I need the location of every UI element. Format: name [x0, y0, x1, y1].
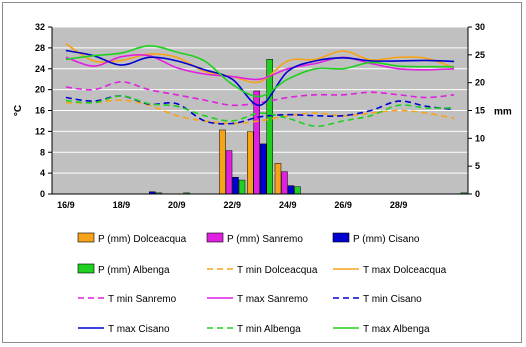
y-right-axis-title: mm: [494, 107, 512, 118]
line-t-max-sanremo: [65, 53, 455, 81]
line-t-min-dolceacqua: [65, 99, 455, 125]
bar-p-mm-cisano: [287, 185, 295, 195]
y-right-tick-label: 0: [475, 189, 480, 199]
legend-label-p-mm-albenga: P (mm) Albenga: [98, 265, 170, 276]
legend-label-t-min-dolceacqua: T min Dolceacqua: [237, 265, 318, 276]
line-t-min-sanremo: [65, 80, 455, 107]
line-t-max-albenga: [65, 44, 455, 98]
y-left-tick-label: 4: [40, 168, 45, 178]
bar-p-mm-sanremo: [225, 150, 233, 195]
legend-swatch-p-mm-albenga: [77, 263, 95, 274]
line-t-max-dolceacqua: [65, 43, 455, 84]
axes: 0 4 8 12 16 20 24 28 32 0 5 10 15 20 25 30 16/9 18/9 20/9 2…: [13, 22, 512, 210]
y-left-tick-label: 16: [35, 106, 45, 116]
legend-label-p-mm-cisano: P (mm) Cisano: [353, 234, 420, 245]
legend-label-t-min-cisano: T min Cisano: [363, 294, 422, 305]
legend-swatch-p-mm-sanremo: [206, 232, 224, 243]
line-t-max-cisano: [65, 49, 455, 107]
x-tick-label: 26/9: [334, 200, 352, 210]
legend-label-t-min-sanremo: T min Sanremo: [108, 294, 177, 305]
bar-p-mm-dolceacqua: [274, 163, 282, 195]
bar-p-mm-dolceacqua: [247, 131, 254, 195]
y-right-tick-label: 20: [475, 78, 485, 88]
legend-label-p-mm-sanremo: P (mm) Sanremo: [227, 234, 303, 245]
legend: P (mm) Dolceacqua P (mm) Sanremo P (mm) Ci…: [77, 232, 447, 335]
bar-p-mm-sanremo: [253, 90, 260, 195]
bar-p-mm-cisano: [260, 143, 267, 195]
y-left-tick-label: 8: [40, 147, 45, 157]
y-right-tick-label: 30: [475, 22, 485, 32]
y-left-axis-title: °C: [13, 105, 24, 116]
x-tick-label: 24/9: [279, 200, 297, 210]
x-tick-label: 22/9: [224, 200, 242, 210]
y-right-tick-label: 5: [475, 161, 480, 171]
legend-label-t-min-albenga: T min Albenga: [237, 324, 301, 335]
y-left-tick-label: 0: [40, 189, 45, 199]
legend-label-t-max-cisano: T max Cisano: [108, 324, 170, 335]
legend-label-t-max-dolceacqua: T max Dolceacqua: [363, 265, 447, 276]
y-left-tick-label: 28: [35, 43, 45, 53]
bar-p-mm-albenga: [238, 179, 246, 195]
x-tick-label: 18/9: [113, 200, 131, 210]
y-left-tick-label: 20: [35, 85, 45, 95]
bar-p-mm-albenga: [266, 59, 273, 195]
bar-p-mm-cisano: [232, 177, 239, 195]
bar-p-mm-sanremo: [281, 171, 288, 195]
x-tick-label: 28/9: [390, 200, 408, 210]
legend-label-t-max-albenga: T max Albenga: [363, 324, 430, 335]
y-left-tick-label: 32: [35, 22, 45, 32]
y-right-tick-label: 25: [475, 50, 485, 60]
x-tick-label: 20/9: [168, 200, 186, 210]
y-left-tick-label: 24: [35, 64, 45, 74]
legend-swatch-p-mm-cisano: [332, 232, 350, 243]
legend-swatch-p-mm-dolceacqua: [77, 232, 95, 243]
bar-p-mm-albenga: [294, 186, 301, 195]
legend-label-p-mm-dolceacqua: P (mm) Dolceacqua: [98, 234, 187, 245]
y-left-tick-label: 12: [35, 126, 45, 136]
bar-p-mm-dolceacqua: [219, 129, 226, 195]
line-t-min-albenga: [65, 95, 455, 128]
legend-label-t-max-sanremo: T max Sanremo: [237, 294, 308, 305]
temperature-lines: [65, 43, 455, 128]
y-right-tick-label: 15: [475, 106, 485, 116]
y-right-tick-label: 10: [475, 133, 485, 143]
precipitation-bars: [149, 59, 468, 195]
x-tick-label: 16/9: [57, 200, 75, 210]
